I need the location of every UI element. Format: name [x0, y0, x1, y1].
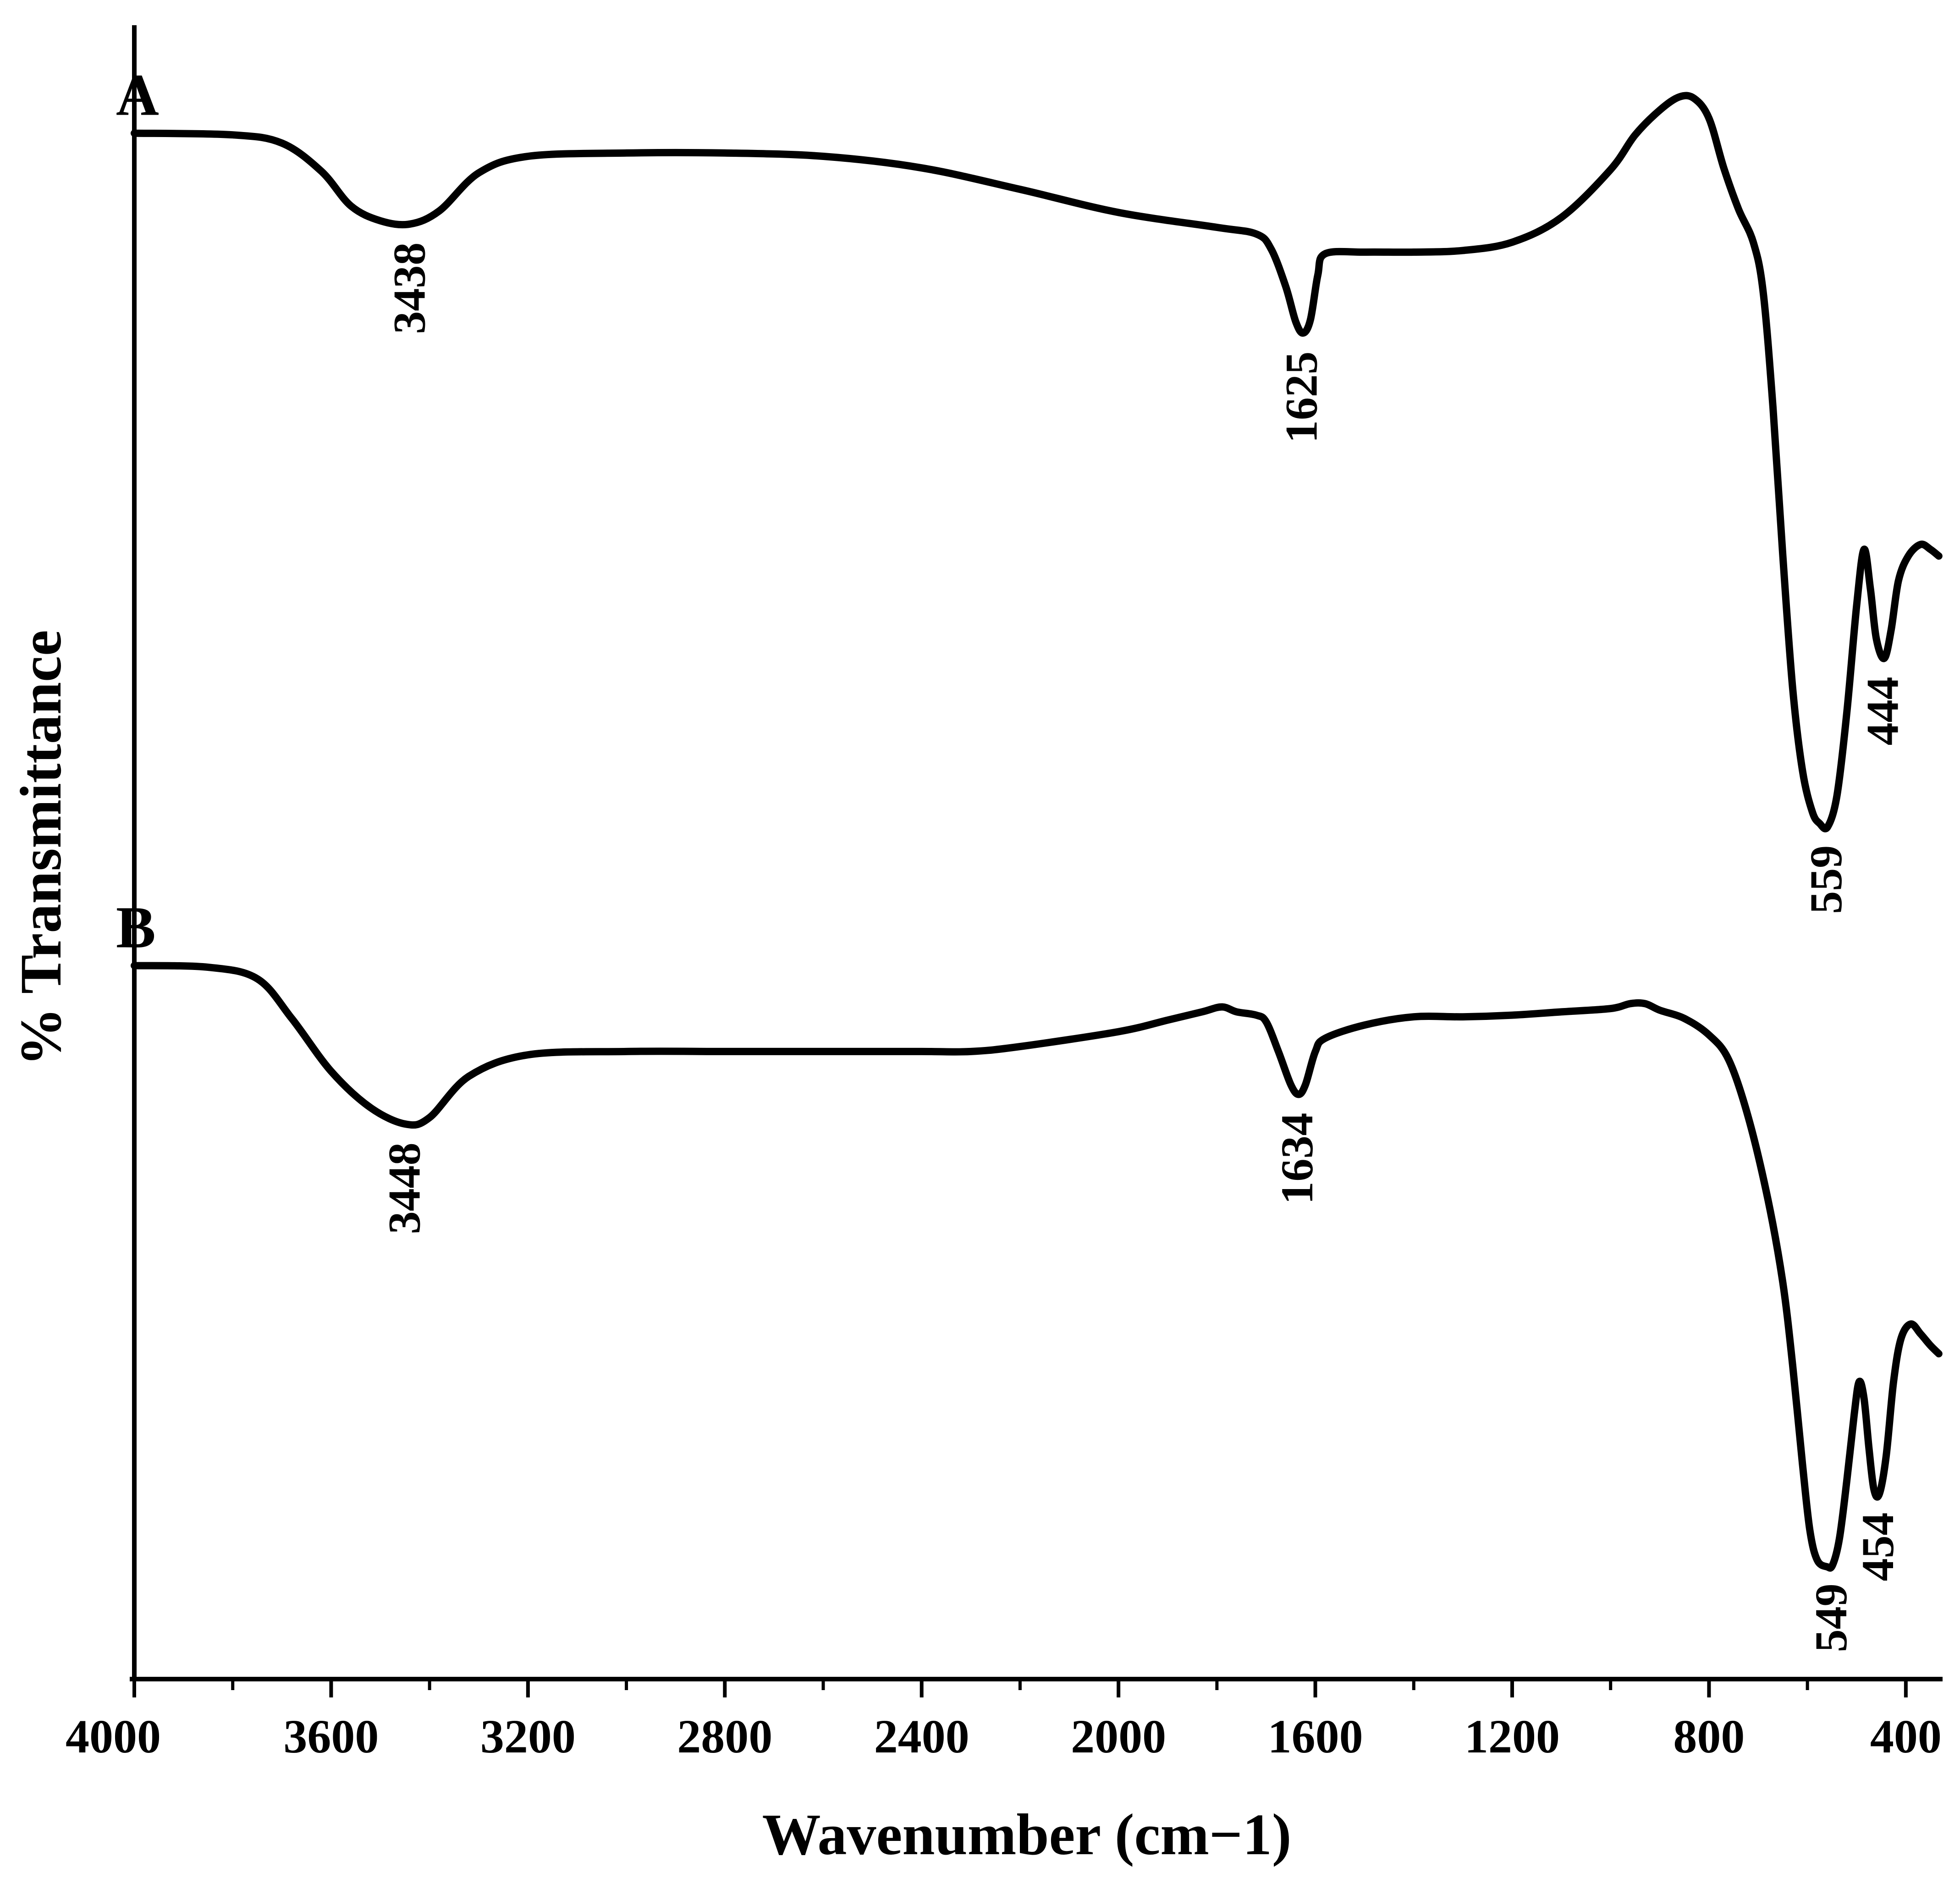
series-label-a: A: [116, 62, 159, 128]
peak-label: 559: [1800, 845, 1851, 914]
x-tick-label: 4000: [66, 1710, 161, 1763]
x-axis-ticks: [132, 1679, 1908, 1697]
peak-label: 454: [1852, 1513, 1903, 1581]
series-label-b: B: [116, 895, 156, 961]
peak-label: 1625: [1276, 352, 1327, 443]
x-tick-label: 400: [1870, 1710, 1942, 1763]
x-tick-label: 1600: [1268, 1710, 1363, 1763]
peak-label: 444: [1857, 677, 1908, 745]
x-axis-tick-labels: 4000 3600 3200 2800 2400 2000 1600 1200 800 400: [66, 1710, 1942, 1763]
x-tick-label: 800: [1673, 1710, 1745, 1763]
y-axis-title: % Transmittance: [8, 630, 73, 1066]
x-tick-label: 2800: [677, 1710, 772, 1763]
x-tick-label: 3600: [283, 1710, 379, 1763]
series-line-b: [131, 962, 1943, 1572]
peak-label: 3438: [384, 242, 435, 334]
x-tick-label: 2400: [874, 1710, 969, 1763]
x-axis-title: Wavenumber (cm−1): [762, 1802, 1292, 1867]
x-tick-label: 2000: [1071, 1710, 1166, 1763]
peak-label: 3448: [379, 1142, 430, 1234]
peak-label: 549: [1806, 1583, 1856, 1652]
x-tick-label: 1200: [1464, 1710, 1560, 1763]
peak-label: 1634: [1272, 1113, 1322, 1205]
spectra: AB: [116, 62, 1943, 1572]
series-line-a: [131, 92, 1943, 832]
x-tick-label: 3200: [480, 1710, 576, 1763]
